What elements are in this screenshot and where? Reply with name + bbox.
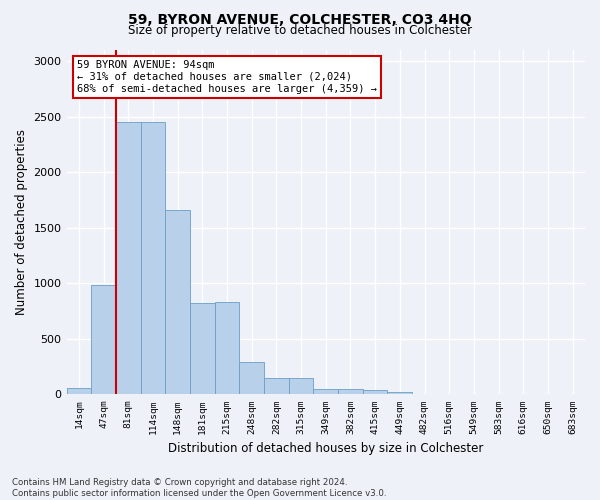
Bar: [338, 389, 363, 394]
Bar: [388, 392, 412, 394]
Bar: [91, 285, 116, 395]
Text: Contains HM Land Registry data © Crown copyright and database right 2024.
Contai: Contains HM Land Registry data © Crown c…: [12, 478, 386, 498]
Bar: [165, 210, 190, 394]
Bar: [313, 389, 338, 394]
Bar: [215, 302, 239, 394]
Bar: [140, 122, 165, 394]
Bar: [116, 122, 140, 394]
Y-axis label: Number of detached properties: Number of detached properties: [15, 129, 28, 315]
X-axis label: Distribution of detached houses by size in Colchester: Distribution of detached houses by size …: [168, 442, 484, 455]
Text: Size of property relative to detached houses in Colchester: Size of property relative to detached ho…: [128, 24, 472, 37]
Bar: [363, 390, 388, 394]
Text: 59, BYRON AVENUE, COLCHESTER, CO3 4HQ: 59, BYRON AVENUE, COLCHESTER, CO3 4HQ: [128, 12, 472, 26]
Bar: [190, 303, 215, 394]
Text: 59 BYRON AVENUE: 94sqm
← 31% of detached houses are smaller (2,024)
68% of semi-: 59 BYRON AVENUE: 94sqm ← 31% of detached…: [77, 60, 377, 94]
Bar: [67, 388, 91, 394]
Bar: [239, 362, 264, 394]
Bar: [289, 378, 313, 394]
Bar: [264, 378, 289, 394]
